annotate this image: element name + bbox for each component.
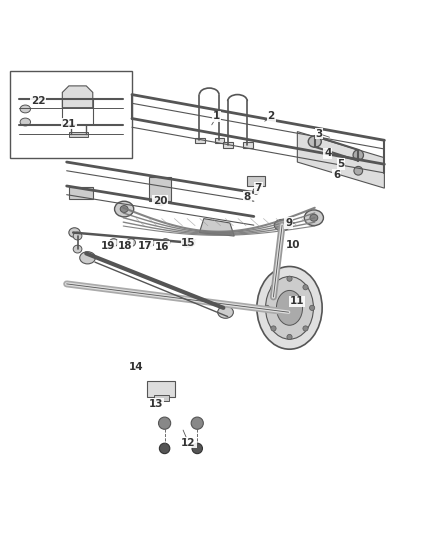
Ellipse shape [20,118,31,126]
Ellipse shape [265,277,314,339]
Ellipse shape [354,166,363,175]
Ellipse shape [304,210,323,225]
Ellipse shape [287,334,292,340]
Text: 2: 2 [268,111,275,122]
Text: 1: 1 [213,111,220,122]
Ellipse shape [353,150,364,160]
Text: 20: 20 [153,196,167,206]
Ellipse shape [308,136,321,147]
Ellipse shape [110,239,118,246]
Bar [149,177,171,201]
Text: 10: 10 [286,240,300,250]
Ellipse shape [271,285,276,290]
Ellipse shape [182,238,193,247]
Ellipse shape [274,220,290,231]
Bar [195,138,205,143]
Ellipse shape [159,417,171,429]
Bar [154,395,169,401]
Text: 17: 17 [138,240,152,251]
Text: 6: 6 [333,170,340,180]
Ellipse shape [127,239,135,246]
Ellipse shape [115,201,134,217]
Bar [223,142,233,148]
Ellipse shape [73,245,82,253]
Ellipse shape [155,197,166,206]
Ellipse shape [146,239,155,246]
Ellipse shape [287,276,292,281]
Ellipse shape [20,105,31,113]
Text: 5: 5 [337,159,345,169]
Ellipse shape [271,326,276,331]
Text: 19: 19 [101,240,115,251]
Polygon shape [199,219,234,236]
Polygon shape [297,132,385,188]
Ellipse shape [69,228,80,237]
Text: 12: 12 [181,438,196,448]
Text: 7: 7 [254,183,262,193]
Text: 9: 9 [285,218,292,228]
Ellipse shape [303,326,308,331]
Text: 13: 13 [148,399,163,409]
Text: 3: 3 [315,129,323,139]
Ellipse shape [303,285,308,290]
Ellipse shape [161,239,170,246]
Text: 11: 11 [290,296,304,306]
Text: 8: 8 [244,192,251,202]
Ellipse shape [73,232,82,240]
Bar [147,381,176,397]
Bar [247,176,265,186]
Ellipse shape [310,214,318,221]
Text: 15: 15 [181,238,196,247]
Ellipse shape [159,443,170,454]
Text: 22: 22 [31,96,46,106]
Ellipse shape [186,239,195,246]
Text: 21: 21 [62,119,76,129]
Ellipse shape [253,188,259,194]
Polygon shape [62,86,93,108]
Text: 14: 14 [129,361,144,372]
Text: 18: 18 [118,240,133,251]
Text: 16: 16 [155,242,170,252]
Bar [243,142,253,148]
Ellipse shape [265,292,281,303]
Bar [69,133,88,137]
Bar [10,71,132,158]
Ellipse shape [257,266,322,349]
Ellipse shape [310,305,315,310]
Bar [69,187,93,199]
Text: 4: 4 [324,148,332,158]
Bar [215,138,224,143]
Ellipse shape [191,417,203,429]
Ellipse shape [218,306,233,318]
Ellipse shape [276,290,303,325]
Ellipse shape [192,443,202,454]
Ellipse shape [264,305,269,310]
Ellipse shape [120,206,128,213]
Ellipse shape [80,252,95,264]
